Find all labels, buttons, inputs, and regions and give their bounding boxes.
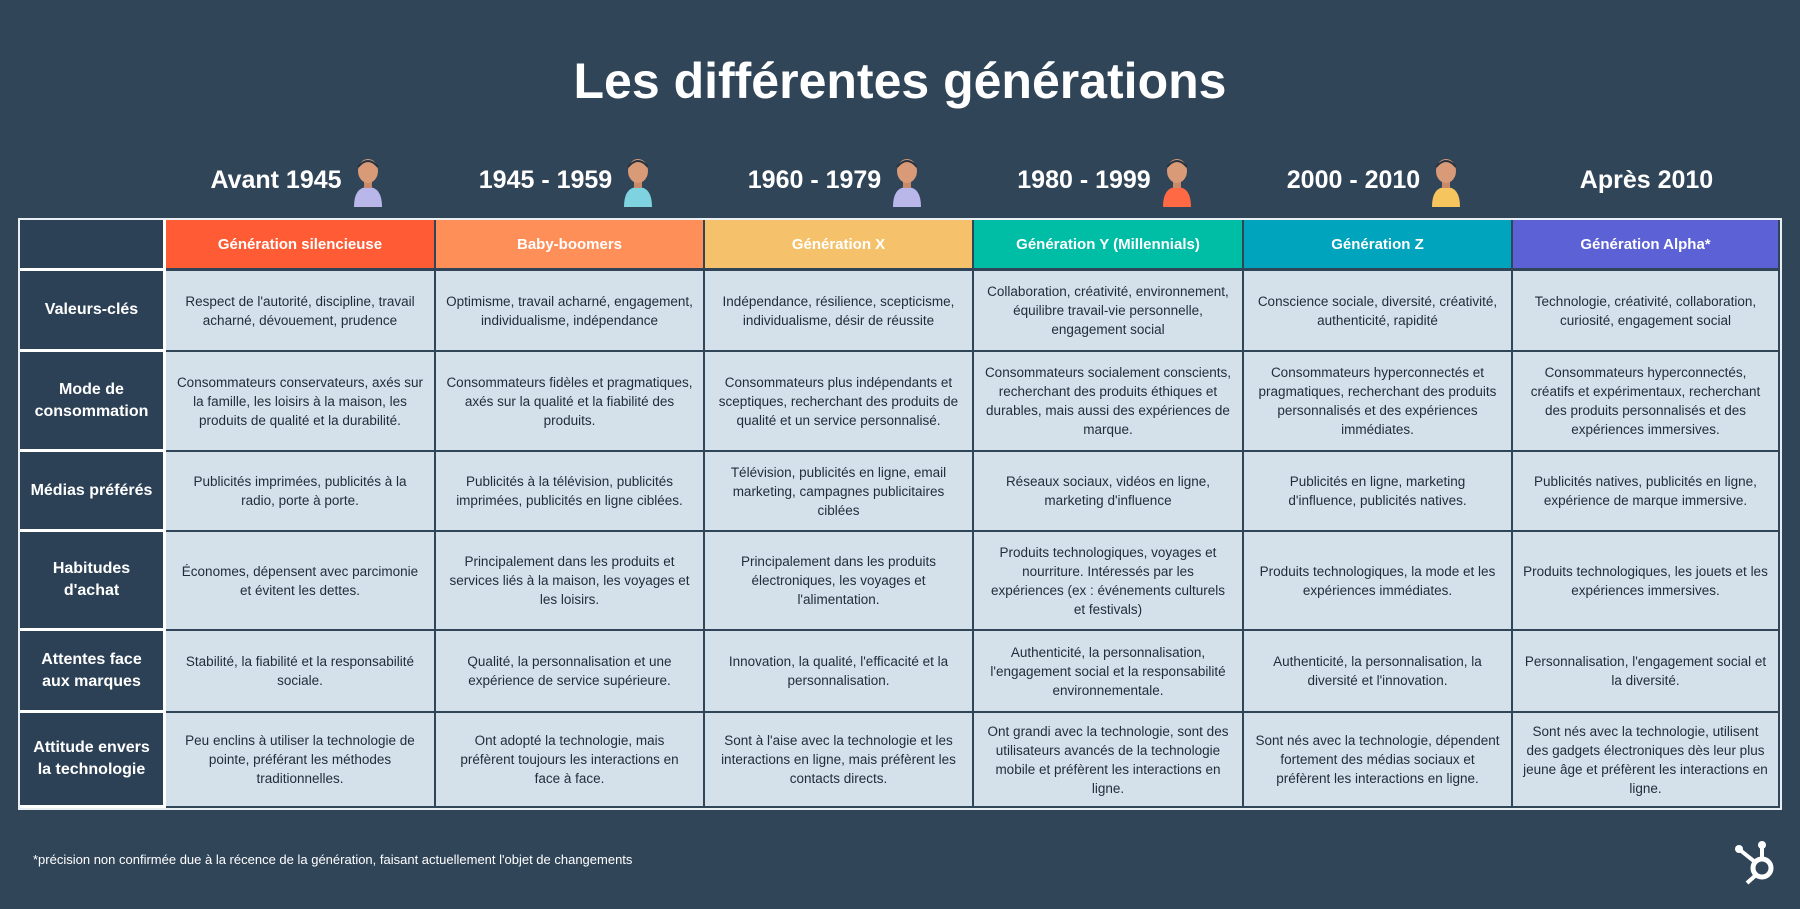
- table-cell: Ont adopté la technologie, mais préfèren…: [436, 713, 705, 808]
- person-avatar-icon: [1162, 159, 1191, 207]
- table-cell: Produits technologiques, la mode et les …: [1244, 532, 1513, 631]
- table-cell: Authenticité, la personnalisation, l'eng…: [974, 631, 1244, 713]
- table-cell: Personnalisation, l'engagement social et…: [1513, 631, 1780, 713]
- table-cell: Publicités imprimées, publicités à la ra…: [166, 452, 436, 532]
- generation-year-1: 1945 - 1959: [434, 150, 703, 210]
- table-cell: Produits technologiques, voyages et nour…: [974, 532, 1244, 631]
- column-header-0: Génération silencieuse: [166, 220, 436, 271]
- table-cell: Qualité, la personnalisation et une expé…: [436, 631, 705, 713]
- row-label: Valeurs-clés: [20, 271, 166, 352]
- row-label: Habitudes d'achat: [20, 532, 166, 631]
- row-label: Attitude envers la technologie: [20, 713, 166, 808]
- table-cell: Consommateurs hyperconnectés et pragmati…: [1244, 352, 1513, 452]
- table-cell: Principalement dans les produits et serv…: [436, 532, 705, 631]
- row-label: Médias préférés: [20, 452, 166, 532]
- column-header-5: Génération Alpha*: [1513, 220, 1780, 271]
- table-cell: Indépendance, résilience, scepticisme, i…: [705, 271, 974, 352]
- generation-year-2: 1960 - 1979: [703, 150, 972, 210]
- year-label: Avant 1945: [210, 165, 342, 194]
- table-cell: Réseaux sociaux, vidéos en ligne, market…: [974, 452, 1244, 532]
- table-cell: Consommateurs plus indépendants et scept…: [705, 352, 974, 452]
- generation-year-3: 1980 - 1999: [972, 150, 1242, 210]
- row-label: Attentes face aux marques: [20, 631, 166, 713]
- generation-year-5: Après 2010: [1511, 150, 1782, 210]
- generation-year-4: 2000 - 2010: [1242, 150, 1511, 210]
- table-cell: Consommateurs fidèles et pragmatiques, a…: [436, 352, 705, 452]
- table-cell: Authenticité, la personnalisation, la di…: [1244, 631, 1513, 713]
- year-label: 2000 - 2010: [1286, 165, 1421, 194]
- year-label: 1960 - 1979: [747, 165, 882, 194]
- year-label: 1980 - 1999: [1017, 165, 1151, 194]
- table-cell: Stabilité, la fiabilité et la responsabi…: [166, 631, 436, 713]
- hubspot-logo-icon: [1735, 841, 1774, 885]
- table-cell: Respect de l'autorité, discipline, trava…: [166, 271, 436, 352]
- table-cell: Sont nés avec la technologie, dépendent …: [1244, 713, 1513, 808]
- table-cell: Produits technologiques, les jouets et l…: [1513, 532, 1780, 631]
- table-cell: Optimisme, travail acharné, engagement, …: [436, 271, 705, 352]
- column-header-4: Génération Z: [1244, 220, 1513, 271]
- generations-table: Génération silencieuse Baby-boomers Généra…: [18, 218, 1782, 810]
- table-cell: Télévision, publicités en ligne, email m…: [705, 452, 974, 532]
- table-cell: Peu enclins à utiliser la technologie de…: [166, 713, 436, 808]
- person-avatar-icon: [353, 159, 382, 207]
- person-avatar-icon: [893, 159, 922, 207]
- table-cell: Publicités en ligne, marketing d'influen…: [1244, 452, 1513, 532]
- table-cell: Consommateurs conservateurs, axés sur la…: [166, 352, 436, 452]
- table-cell: Innovation, la qualité, l'efficacité et …: [705, 631, 974, 713]
- table-corner: [20, 220, 166, 271]
- person-avatar-icon: [624, 159, 653, 207]
- column-header-1: Baby-boomers: [436, 220, 705, 271]
- generation-year-0: Avant 1945: [164, 150, 434, 210]
- table-cell: Sont à l'aise avec la technologie et les…: [705, 713, 974, 808]
- table-cell: Collaboration, créativité, environnement…: [974, 271, 1244, 352]
- year-label: 1945 - 1959: [478, 165, 613, 194]
- table-cell: Économes, dépensent avec parcimonie et é…: [166, 532, 436, 631]
- page-title: Les différentes générations: [573, 53, 1227, 109]
- table-cell: Consommateurs socialement conscients, re…: [974, 352, 1244, 452]
- table-cell: Principalement dans les produits électro…: [705, 532, 974, 631]
- person-avatar-icon: [1432, 159, 1461, 207]
- table-cell: Technologie, créativité, collaboration, …: [1513, 271, 1780, 352]
- footnote: *précision non confirmée due à la récenc…: [33, 852, 633, 867]
- year-label: Après 2010: [1579, 165, 1714, 194]
- column-header-3: Génération Y (Millennials): [974, 220, 1244, 271]
- table-cell: Publicités à la télévision, publicités i…: [436, 452, 705, 532]
- table-cell: Publicités natives, publicités en ligne,…: [1513, 452, 1780, 532]
- row-label: Mode de consommation: [20, 352, 166, 452]
- table-cell: Conscience sociale, diversité, créativit…: [1244, 271, 1513, 352]
- generation-years-row: Avant 1945 1945 - 1959 1960 - 1979 1980 - 1…: [164, 150, 1782, 210]
- table-cell: Ont grandi avec la technologie, sont des…: [974, 713, 1244, 808]
- column-header-2: Génération X: [705, 220, 974, 271]
- table-cell: Consommateurs hyperconnectés, créatifs e…: [1513, 352, 1780, 452]
- table-cell: Sont nés avec la technologie, utilisent …: [1513, 713, 1780, 808]
